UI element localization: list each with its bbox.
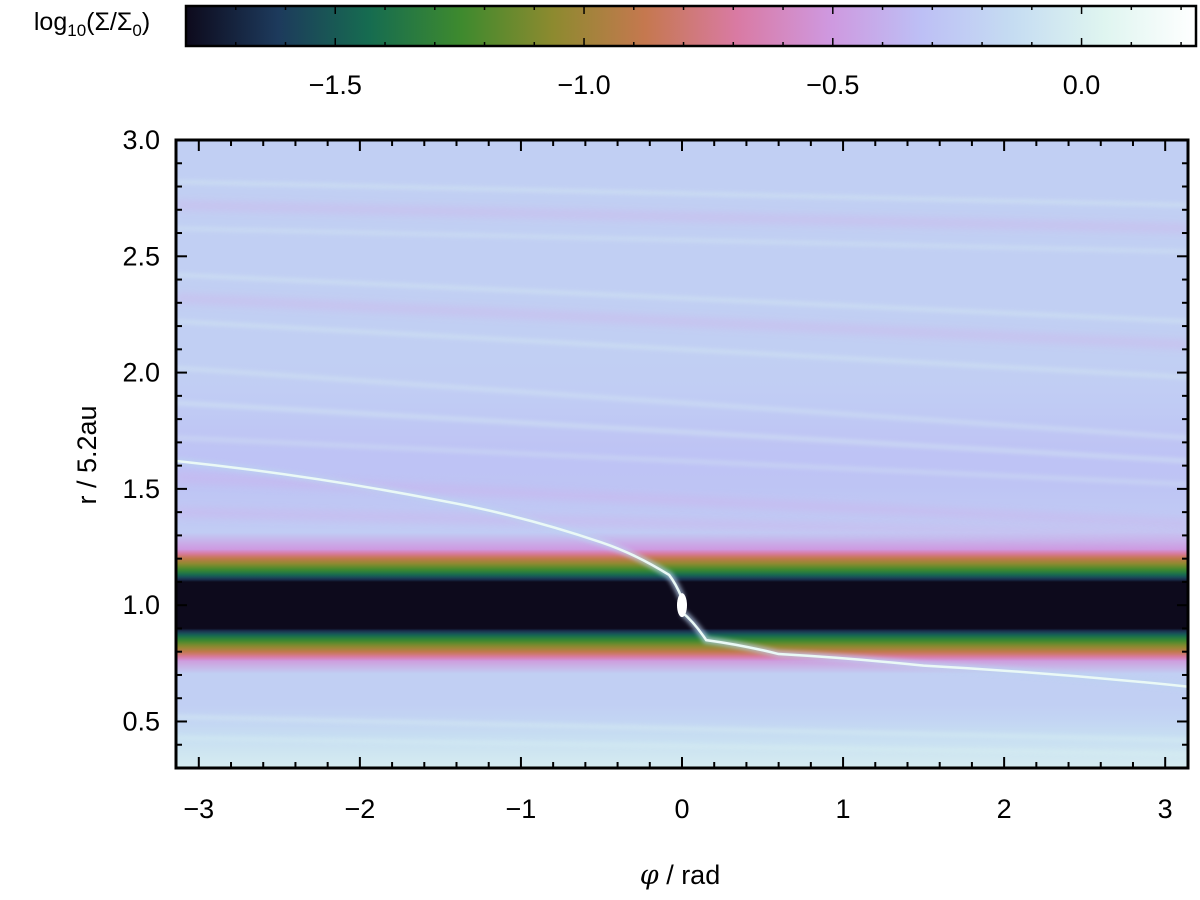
colorbar-gradient (184, 4, 1198, 48)
density-streak (176, 435, 1188, 487)
spiral-wake (681, 611, 1188, 688)
density-streak (176, 179, 1188, 208)
x-axis-label: φ / rad (640, 860, 720, 891)
x-tick-label: −3 (183, 794, 214, 824)
y-tick-label: 1.0 (122, 590, 160, 620)
density-streak (176, 400, 1188, 463)
density-streak (176, 319, 1188, 380)
y-tick-label: 2.0 (122, 358, 160, 388)
colorbar-label: log10(Σ/Σ0) (34, 8, 150, 40)
density-streak (176, 735, 1188, 757)
density-streak (176, 293, 1188, 350)
colorbar-tick-label: −1.5 (309, 70, 362, 100)
x-axis: −3 −2 −1 0 1 2 3 (183, 140, 1173, 824)
y-tick-label: 2.5 (122, 241, 160, 271)
heatmap-background (176, 140, 1188, 768)
density-streak (176, 714, 1188, 743)
x-tick-label: 1 (836, 794, 851, 824)
x-tick-label: 0 (674, 794, 689, 824)
x-tick-label: −1 (506, 794, 537, 824)
colorbar-tick-label: −1.0 (557, 70, 610, 100)
plot-area: −3 −2 −1 0 1 2 3 0.5 1.0 1.5 2.0 2.5 3.0 φ / rad r … (72, 125, 1190, 891)
y-tick-label: 1.5 (122, 474, 160, 504)
x-tick-label: 3 (1158, 794, 1173, 824)
x-tick-label: −2 (344, 794, 375, 824)
density-streak (176, 507, 1188, 541)
colorbar-tick-label: −0.5 (806, 70, 859, 100)
y-tick-label: 0.5 (122, 706, 160, 736)
y-tick-label: 3.0 (122, 125, 160, 155)
y-axis: 0.5 1.0 1.5 2.0 2.5 3.0 (122, 125, 1188, 769)
colorbar: log10(Σ/Σ0) −1.5 −1.0 −0.5 0.0 (34, 4, 1198, 100)
density-streak (176, 365, 1188, 440)
heatmap-image (176, 140, 1188, 768)
density-streak (176, 226, 1188, 254)
spiral-wake (176, 459, 684, 599)
density-streak (176, 200, 1188, 234)
y-axis-label: r / 5.2au (72, 405, 102, 504)
density-streak (176, 272, 1188, 324)
planet-marker (677, 593, 687, 618)
x-tick-label: 2 (997, 794, 1012, 824)
colorbar-ticks: −1.5 −1.0 −0.5 0.0 (185, 6, 1182, 100)
colorbar-tick-label: 0.0 (1063, 70, 1101, 100)
